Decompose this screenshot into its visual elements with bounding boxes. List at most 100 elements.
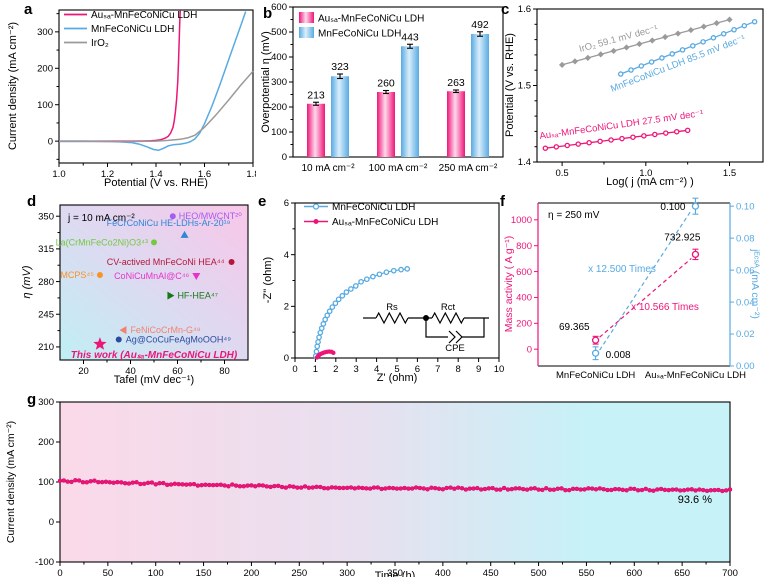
- svg-text:FeCrCoNiCu HE-LDHs-Ar-20¹⁹: FeCrCoNiCu HE-LDHs-Ar-20¹⁹: [107, 218, 231, 228]
- svg-text:CPE: CPE: [445, 343, 465, 354]
- svg-text:260: 260: [377, 78, 395, 90]
- svg-text:492: 492: [471, 19, 489, 31]
- svg-text:1.5: 1.5: [518, 81, 531, 92]
- svg-text:200: 200: [37, 63, 53, 74]
- svg-text:150: 150: [196, 568, 212, 577]
- svg-text:300: 300: [339, 568, 355, 577]
- svg-text:1.2: 1.2: [101, 169, 114, 180]
- chart-g-stability-test: 0 50 100 150 200 250 300 350 400 450 500 550 600 650 7…: [5, 397, 738, 577]
- svg-text:600: 600: [626, 568, 642, 577]
- svg-text:0.100: 0.100: [660, 202, 685, 213]
- svg-text:-100: -100: [35, 557, 54, 568]
- svg-text:210: 210: [38, 342, 54, 353]
- svg-text:1.4: 1.4: [518, 157, 531, 168]
- svg-text:j = 10 mA cm⁻²: j = 10 mA cm⁻²: [67, 213, 135, 224]
- svg-text:0: 0: [527, 344, 532, 355]
- svg-text:Log( j (mA cm⁻²) ): Log( j (mA cm⁻²) ): [606, 176, 694, 188]
- svg-text:100: 100: [148, 568, 164, 577]
- svg-text:1.8: 1.8: [246, 169, 256, 180]
- svg-text:550: 550: [578, 568, 594, 577]
- svg-text:x 10.566 Times: x 10.566 Times: [631, 302, 699, 313]
- svg-text:0.5: 0.5: [556, 168, 569, 179]
- chart-f-mass-activity: 0 200 400 600 800 1000 0.00 0.02 0.04 0.06 0.08 0.1…: [503, 197, 761, 381]
- svg-text:Rct: Rct: [441, 302, 456, 313]
- svg-text:500: 500: [271, 27, 287, 38]
- svg-text:0: 0: [284, 353, 289, 364]
- svg-text:200: 200: [38, 437, 54, 448]
- svg-text:450: 450: [483, 568, 499, 577]
- svg-text:263: 263: [447, 77, 465, 89]
- svg-text:HF-HEA⁴⁷: HF-HEA⁴⁷: [177, 291, 218, 301]
- svg-text:0: 0: [49, 517, 54, 528]
- svg-text:MCPS⁴⁵: MCPS⁴⁵: [60, 270, 94, 280]
- svg-text:Ag@CoCuFeAgMoOOH⁴⁹: Ag@CoCuFeAgMoOOH⁴⁹: [126, 334, 232, 344]
- svg-text:FeNiCoCrMn-G⁴⁸: FeNiCoCrMn-G⁴⁸: [130, 325, 200, 335]
- svg-text:732.925: 732.925: [664, 232, 701, 243]
- svg-text:Potential (V vs. RHE): Potential (V vs. RHE): [504, 33, 516, 137]
- svg-text:6: 6: [415, 364, 420, 375]
- svg-text:280: 280: [38, 277, 54, 288]
- svg-text:IrO₂: IrO₂: [91, 38, 109, 49]
- svg-text:300: 300: [271, 77, 287, 88]
- chart-e-eis-nyquist: 0 1 2 3 4 5 6 7 8 9 10 0 2 4 6 MnFeCoNiCu LDH Auₛₐ-MnFeC…: [262, 198, 505, 384]
- svg-text:Rs: Rs: [386, 302, 398, 313]
- svg-text:60: 60: [172, 366, 183, 377]
- chart-d-catalyst-comparison: 20 40 60 80 210 245 280 315 350 j = 10 mA cm⁻² HEO…: [21, 204, 249, 386]
- svg-text:80: 80: [219, 366, 230, 377]
- svg-text:Overpotential η (mV): Overpotential η (mV): [260, 31, 272, 132]
- svg-text:MnFeCoNiCu LDH: MnFeCoNiCu LDH: [318, 29, 401, 40]
- svg-text:4: 4: [284, 250, 289, 261]
- svg-text:10: 10: [494, 364, 505, 375]
- svg-text:0: 0: [48, 136, 53, 147]
- svg-text:5: 5: [394, 364, 399, 375]
- svg-text:100: 100: [37, 100, 53, 111]
- svg-text:CV-actived MnFeCoNi HEA⁴⁴: CV-actived MnFeCoNi HEA⁴⁴: [107, 257, 225, 267]
- svg-text:Current density (mA cm⁻²): Current density (mA cm⁻²): [5, 421, 17, 543]
- svg-text:250 mA cm⁻²: 250 mA cm⁻²: [439, 163, 498, 174]
- panel-label-g: g: [27, 391, 37, 408]
- svg-text:400: 400: [435, 568, 451, 577]
- chart-a-lsv-polarization: 1.0 1.2 1.4 1.6 1.8 0 100 200 300 Auₛₐ-MnFeCoNiCu…: [7, 9, 256, 189]
- svg-text:20: 20: [78, 366, 89, 377]
- svg-text:40: 40: [125, 366, 136, 377]
- svg-text:600: 600: [516, 267, 532, 278]
- chart-b-overpotential-bars: 0 100 200 300 400 500 600 10 mA cm⁻² 213 323 100 m…: [260, 2, 504, 174]
- svg-text:443: 443: [401, 31, 419, 43]
- svg-text:50: 50: [103, 568, 114, 577]
- svg-text:jᴱᶜˢᴬ (mA cm⁻²): jᴱᶜˢᴬ (mA cm⁻²): [749, 248, 761, 319]
- svg-text:300: 300: [37, 27, 53, 38]
- svg-text:200: 200: [271, 102, 287, 113]
- svg-text:CoNiCuMnAl@C⁴⁶: CoNiCuMnAl@C⁴⁶: [114, 271, 190, 281]
- svg-text:0: 0: [292, 364, 297, 375]
- svg-text:93.6 %: 93.6 %: [678, 494, 712, 506]
- svg-text:1.6: 1.6: [518, 4, 531, 15]
- svg-text:x 12.500 Times: x 12.500 Times: [588, 264, 656, 275]
- svg-text:323: 323: [331, 61, 349, 73]
- panel-label-e: e: [258, 193, 267, 210]
- svg-text:Potential (V vs. RHE): Potential (V vs. RHE): [104, 177, 208, 189]
- svg-text:η (mV): η (mV): [21, 265, 33, 298]
- svg-text:-Z'' (ohm): -Z'' (ohm): [262, 257, 274, 303]
- svg-text:6: 6: [284, 198, 289, 209]
- svg-text:MnFeCoNiCu LDH 85.5 mV dec⁻¹: MnFeCoNiCu LDH 85.5 mV dec⁻¹: [609, 33, 747, 95]
- svg-text:800: 800: [516, 241, 532, 252]
- svg-text:0.02: 0.02: [736, 329, 755, 340]
- svg-text:2: 2: [284, 302, 289, 313]
- svg-text:700: 700: [722, 568, 738, 577]
- svg-text:Z' (ohm): Z' (ohm): [377, 372, 418, 384]
- svg-text:0: 0: [57, 568, 62, 577]
- svg-text:Auₛₐ-MnFeCoNiCu LDH: Auₛₐ-MnFeCoNiCu LDH: [318, 14, 424, 25]
- svg-text:1000: 1000: [511, 215, 532, 226]
- svg-text:1: 1: [313, 364, 318, 375]
- svg-text:MnFeCoNiCu LDH: MnFeCoNiCu LDH: [332, 202, 415, 213]
- svg-text:100: 100: [271, 127, 287, 138]
- svg-text:MnFeCoNiCu LDH: MnFeCoNiCu LDH: [556, 370, 635, 381]
- svg-text:0.06: 0.06: [736, 265, 755, 276]
- panel-label-d: d: [27, 193, 37, 210]
- svg-text:0: 0: [282, 152, 287, 163]
- svg-text:9: 9: [476, 364, 481, 375]
- svg-text:0.10: 0.10: [736, 201, 755, 212]
- svg-text:0.04: 0.04: [736, 297, 755, 308]
- svg-text:350: 350: [38, 211, 54, 222]
